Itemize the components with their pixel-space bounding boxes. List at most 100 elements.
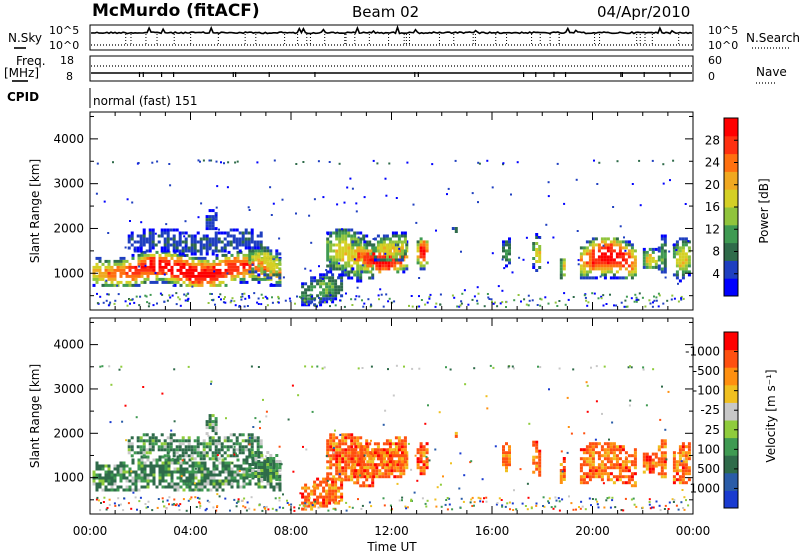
power-ground-cell <box>131 298 134 301</box>
velocity-cell <box>663 460 667 464</box>
velocity-cell <box>253 436 257 440</box>
power-cell <box>326 255 330 259</box>
velocity-noise-cell <box>130 470 133 473</box>
power-ground-cell <box>217 296 220 298</box>
velocity-cell <box>158 455 162 459</box>
power-ground-cell <box>257 303 260 305</box>
power-cell <box>151 228 155 232</box>
power-cell <box>140 268 144 272</box>
power-cell <box>200 265 204 269</box>
velocity-cell <box>221 479 225 483</box>
velocity-cell <box>663 463 667 467</box>
power-cell <box>538 260 542 263</box>
velocity-cell <box>200 461 204 465</box>
power-cell <box>393 249 397 253</box>
power-cell <box>245 271 249 275</box>
velocity-cell <box>606 478 610 482</box>
velocity-cell <box>143 461 147 465</box>
velocity-cell <box>127 439 131 443</box>
velocity-cell <box>193 448 197 452</box>
velocity-cell <box>369 451 373 455</box>
power-cell <box>113 283 117 287</box>
power-cell <box>681 252 685 256</box>
power-cell <box>338 237 342 241</box>
velocity-noise-cell <box>659 418 662 421</box>
velocity-cell <box>416 463 420 467</box>
velocity-cell <box>633 448 637 452</box>
velocity-cell <box>597 454 601 458</box>
power-ground-cell <box>625 295 628 298</box>
power-cell <box>609 246 613 250</box>
velocity-cell <box>338 439 342 443</box>
velocity-cell <box>313 504 317 508</box>
velocity-cell <box>600 460 604 464</box>
power-cell <box>173 280 177 284</box>
power-cell <box>251 274 255 278</box>
velocity-cell <box>310 504 314 508</box>
power-cell <box>585 246 589 250</box>
velocity-cell <box>630 463 634 467</box>
power-ground-cell <box>630 297 633 300</box>
velocity-cell <box>236 485 240 489</box>
power-cell <box>399 261 403 265</box>
power-cell <box>319 303 323 307</box>
power-cell <box>142 237 146 241</box>
power-cell <box>269 264 273 268</box>
power-cell <box>230 274 234 278</box>
velocity-cell <box>161 467 165 471</box>
power-cell <box>381 267 385 271</box>
power-ground-cell <box>460 302 463 305</box>
power-cell <box>332 258 336 262</box>
velocity-cell <box>266 479 270 483</box>
velocity-ground-cell <box>106 507 109 509</box>
velocity-cell <box>152 479 156 483</box>
velocity-noise-cell <box>594 438 597 441</box>
power-cell <box>275 280 279 284</box>
power-cell <box>356 279 360 283</box>
power-noise-cell <box>200 202 203 205</box>
x-tick-label: 12:00 <box>374 524 409 538</box>
power-cell <box>505 252 508 256</box>
velocity-far-cell <box>99 365 102 368</box>
power-ground-cell <box>223 298 225 300</box>
velocity-ground-cell <box>677 508 680 511</box>
velocity-cell <box>331 495 335 499</box>
power-ground-cell <box>671 294 674 297</box>
velocity-ground-cell <box>572 508 575 511</box>
power-cell <box>630 264 634 268</box>
power-cell <box>319 291 323 295</box>
velocity-cell <box>338 451 342 455</box>
velocity-ground-cell <box>591 498 594 500</box>
power-cell <box>275 264 279 268</box>
power-ground-cell <box>212 299 214 302</box>
velocity-cell <box>191 470 195 474</box>
power-ground-cell <box>306 294 309 297</box>
velocity-cell <box>331 477 335 481</box>
power-cell <box>95 268 99 272</box>
velocity-cell <box>454 434 458 438</box>
velocity-ground-cell <box>245 509 248 512</box>
power-cell <box>353 270 357 274</box>
colorbar-tick-label: 4 <box>712 267 720 281</box>
power-cell <box>307 300 311 304</box>
velocity-noise-cell <box>259 427 261 430</box>
velocity-cell <box>582 475 586 479</box>
power-cell <box>263 265 267 269</box>
velocity-cell <box>166 451 170 455</box>
power-cell <box>579 264 583 268</box>
velocity-cell <box>181 442 185 446</box>
velocity-cell <box>359 436 363 440</box>
velocity-ground-cell <box>406 506 409 509</box>
power-noise-cell <box>328 260 331 263</box>
velocity-cell <box>322 477 326 481</box>
power-cell <box>239 271 243 275</box>
power-cell <box>600 270 604 274</box>
power-cell <box>181 246 185 250</box>
velocity-cell <box>179 485 183 489</box>
velocity-ground-cell <box>683 496 686 499</box>
velocity-cell <box>334 477 338 481</box>
velocity-cell <box>184 448 188 452</box>
velocity-cell <box>223 451 227 455</box>
velocity-cell <box>217 448 221 452</box>
power-cell <box>660 258 664 262</box>
